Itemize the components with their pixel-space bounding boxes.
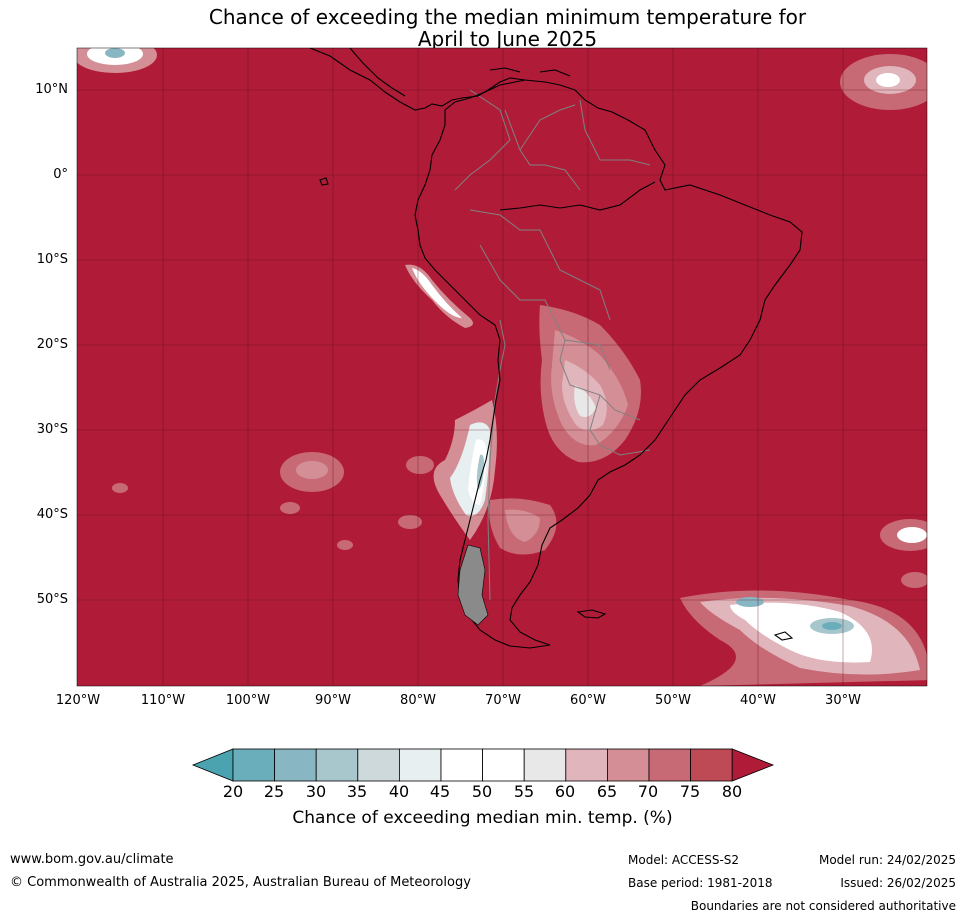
model-text: Model: ACCESS-S2 — [628, 853, 740, 867]
colorbar-tick: 70 — [637, 782, 659, 801]
patch-interior-center — [574, 385, 596, 417]
lat-label-10s: 10°S — [36, 252, 68, 267]
patch-nw-core — [105, 48, 125, 58]
lat-label-20s: 20°S — [36, 337, 68, 352]
lon-label-120w: 120°W — [55, 693, 101, 708]
lon-label-50w: 50°W — [655, 693, 691, 708]
patch-pacific-5 — [406, 456, 434, 474]
patch-pacific-6 — [398, 515, 422, 529]
lon-label-80w: 80°W — [400, 693, 436, 708]
patch-pacific-3 — [280, 502, 300, 514]
country-borders — [454, 89, 651, 601]
colorbar-segment — [523, 748, 567, 782]
lon-label-70w: 70°W — [485, 693, 521, 708]
coastlines — [309, 48, 803, 649]
colorbar-segment — [398, 748, 442, 782]
patch-pacific-2 — [112, 483, 128, 493]
map-title-line1: Chance of exceeding the median minimum t… — [208, 5, 807, 29]
coast-south-america — [414, 79, 803, 649]
colorbar-segment — [482, 748, 525, 782]
colorbar-segment — [440, 748, 483, 782]
patch-se-1-core — [897, 527, 927, 543]
colorbar-segment — [648, 748, 691, 782]
colorbar-tick: 60 — [554, 782, 576, 801]
colorbar-label: Chance of exceeding median min. temp. (%… — [292, 808, 673, 828]
issued-text: Issued: 26/02/2025 — [840, 876, 956, 890]
colorbar-tick: 25 — [263, 782, 285, 801]
colorbar-tick: 75 — [679, 782, 701, 801]
copyright-text: © Commonwealth of Australia 2025, Austra… — [10, 875, 471, 890]
patch-chile-blue — [476, 454, 485, 490]
lat-label-30s: 30°S — [36, 422, 68, 437]
colorbar-tick: 50 — [471, 782, 493, 801]
colorbar-tick: 65 — [596, 782, 618, 801]
chile-fjords — [457, 544, 489, 626]
colorbar-extend-high — [731, 748, 775, 782]
lon-label-60w: 60°W — [570, 693, 606, 708]
colorbar-tick: 80 — [721, 782, 743, 801]
colorbar-extend-low — [191, 748, 234, 782]
model-run-text: Model run: 24/02/2025 — [818, 853, 956, 867]
patch-pacific-4 — [337, 540, 353, 550]
colorbar-segment — [232, 748, 275, 782]
colorbar-segment — [315, 748, 359, 782]
colorbar-tick: 45 — [429, 782, 451, 801]
map-title-line2: April to June 2025 — [417, 27, 598, 51]
coast-central-america — [309, 48, 526, 111]
colorbar-segment — [565, 748, 608, 782]
lon-label-110w: 110°W — [140, 693, 186, 708]
colorbar — [191, 748, 775, 782]
colorbar-tick: 30 — [305, 782, 327, 801]
lon-label-40w: 40°W — [740, 693, 776, 708]
lat-label-10n: 10°N — [35, 82, 68, 97]
patch-peru-coast-core — [412, 268, 462, 318]
graticule — [77, 48, 927, 686]
patch-satl-blue-3 — [822, 622, 842, 630]
lon-label-30w: 30°W — [825, 693, 861, 708]
lat-label-40s: 40°S — [36, 507, 68, 522]
colorbar-segment — [690, 748, 733, 782]
map-background — [77, 48, 927, 686]
colorbar-segment — [357, 748, 400, 782]
patch-satl-white — [730, 602, 872, 663]
lat-label-0: 0° — [53, 167, 68, 182]
patch-satl-blue-1 — [736, 597, 764, 607]
lat-label-50s: 50°S — [36, 592, 68, 607]
colorbar-tick: 35 — [346, 782, 368, 801]
probability-patches — [77, 48, 927, 686]
patch-pacific-1-core — [296, 461, 328, 479]
patch-ne-core — [876, 73, 900, 87]
colorbar-segment — [274, 748, 317, 782]
patch-se-2 — [901, 572, 927, 588]
colorbar-tick: 20 — [222, 782, 244, 801]
disclaimer-text: Boundaries are not considered authoritat… — [690, 899, 956, 913]
website-link[interactable]: www.bom.gov.au/climate — [10, 852, 174, 867]
lon-label-100w: 100°W — [225, 693, 271, 708]
colorbar-tick: 55 — [513, 782, 535, 801]
colorbar-tick: 40 — [388, 782, 410, 801]
patch-argentina-core — [505, 509, 540, 542]
base-period-text: Base period: 1981-2018 — [628, 876, 773, 890]
colorbar-segment — [607, 748, 650, 782]
lon-label-90w: 90°W — [315, 693, 351, 708]
